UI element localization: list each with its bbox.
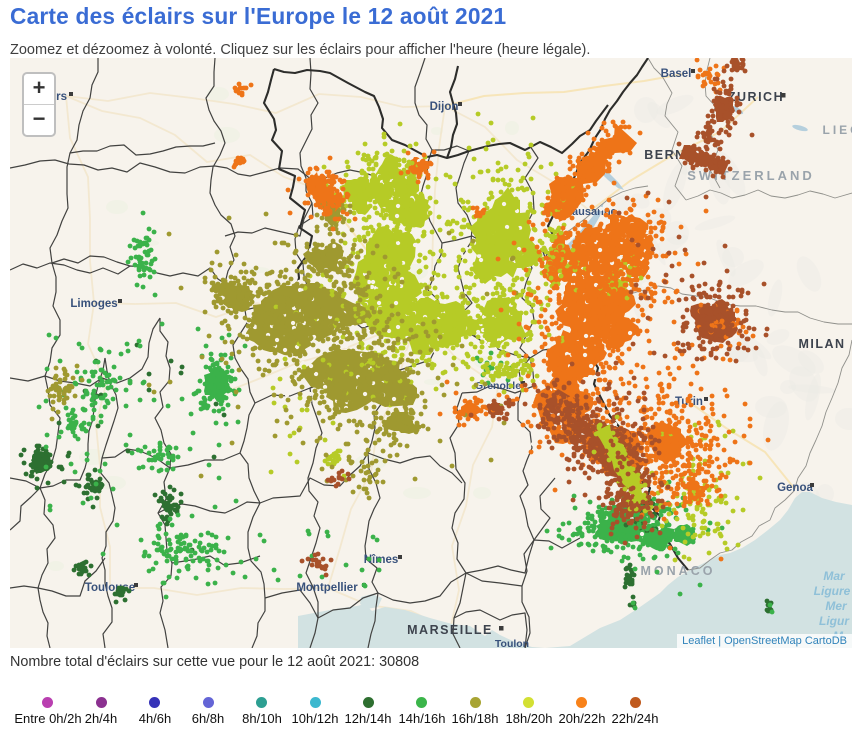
svg-text:Genoa: Genoa: [777, 482, 813, 494]
svg-text:BERN: BERN: [644, 148, 685, 162]
svg-text:Dijon: Dijon: [430, 101, 459, 113]
svg-text:Basel: Basel: [661, 68, 692, 80]
svg-text:ZURICH: ZURICH: [728, 90, 784, 104]
svg-text:Mar: Mar: [823, 569, 846, 583]
svg-text:Toulon: Toulon: [495, 638, 529, 648]
svg-text:MARSEILLE: MARSEILLE: [407, 623, 493, 637]
svg-text:Ligur: Ligur: [819, 614, 850, 628]
svg-text:Mer: Mer: [825, 599, 848, 613]
svg-text:Ligure: Ligure: [814, 584, 851, 598]
svg-text:Montpellier: Montpellier: [296, 582, 358, 594]
svg-text:MONACO: MONACO: [641, 564, 716, 578]
svg-text:MILAN: MILAN: [798, 337, 845, 351]
svg-text:Limoges: Limoges: [70, 298, 117, 310]
svg-text:LIECH: LIECH: [823, 123, 852, 137]
